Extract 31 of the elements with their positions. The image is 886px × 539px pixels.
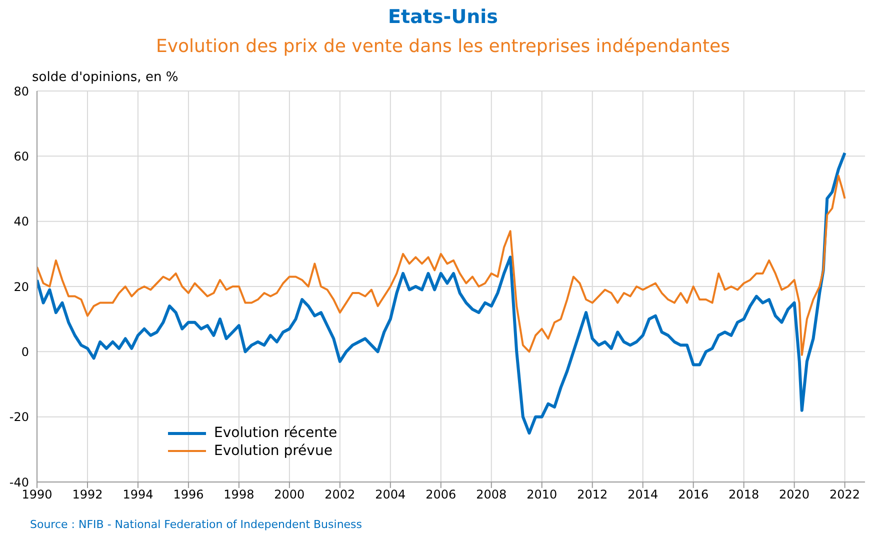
x-tick-label: 2008	[476, 488, 507, 502]
chart-subtitle: Evolution des prix de vente dans les entreprises indépendantes	[155, 36, 731, 57]
x-tick-label: 1990	[22, 488, 52, 502]
source-note: Source : NFIB - National Federation of Independent Business	[30, 518, 362, 531]
x-tick-label: 1994	[122, 488, 154, 502]
x-tick-label: 1998	[224, 488, 254, 502]
x-tick-label: 2014	[628, 488, 658, 502]
x-tick-label: 1996	[173, 488, 204, 502]
x-tick-label: 2016	[678, 488, 709, 502]
x-tick-label: 2018	[728, 488, 760, 502]
x-tick-label: 2010	[526, 488, 558, 502]
x-tick-label: 2004	[375, 488, 406, 502]
y-tick-label: 0	[21, 344, 29, 359]
line-series	[37, 174, 846, 356]
y-tick-label: 60	[14, 149, 29, 164]
y-tick-label: 40	[14, 214, 29, 229]
x-tick-label: 2020	[779, 488, 810, 502]
y-tick-label: 20	[14, 280, 29, 294]
y-tick-label: 80	[14, 84, 29, 98]
legend-label: Evolution prévue	[214, 442, 332, 460]
y-tick-label: -20	[9, 410, 29, 424]
y-tick-label: -40	[9, 475, 29, 490]
x-tick-label: 2006	[426, 488, 456, 502]
x-tick-label: 2022	[830, 488, 860, 502]
legend-label: Evolution récente	[214, 424, 338, 442]
x-tick-label: 2012	[577, 488, 608, 502]
x-tick-label: 1992	[72, 488, 103, 502]
y-axis-title: solde d'opinions, en %	[32, 70, 178, 85]
x-tick-label: 2000	[274, 488, 305, 502]
x-tick-label: 2002	[324, 488, 356, 502]
chart-title: Etats-Unis	[387, 6, 499, 28]
